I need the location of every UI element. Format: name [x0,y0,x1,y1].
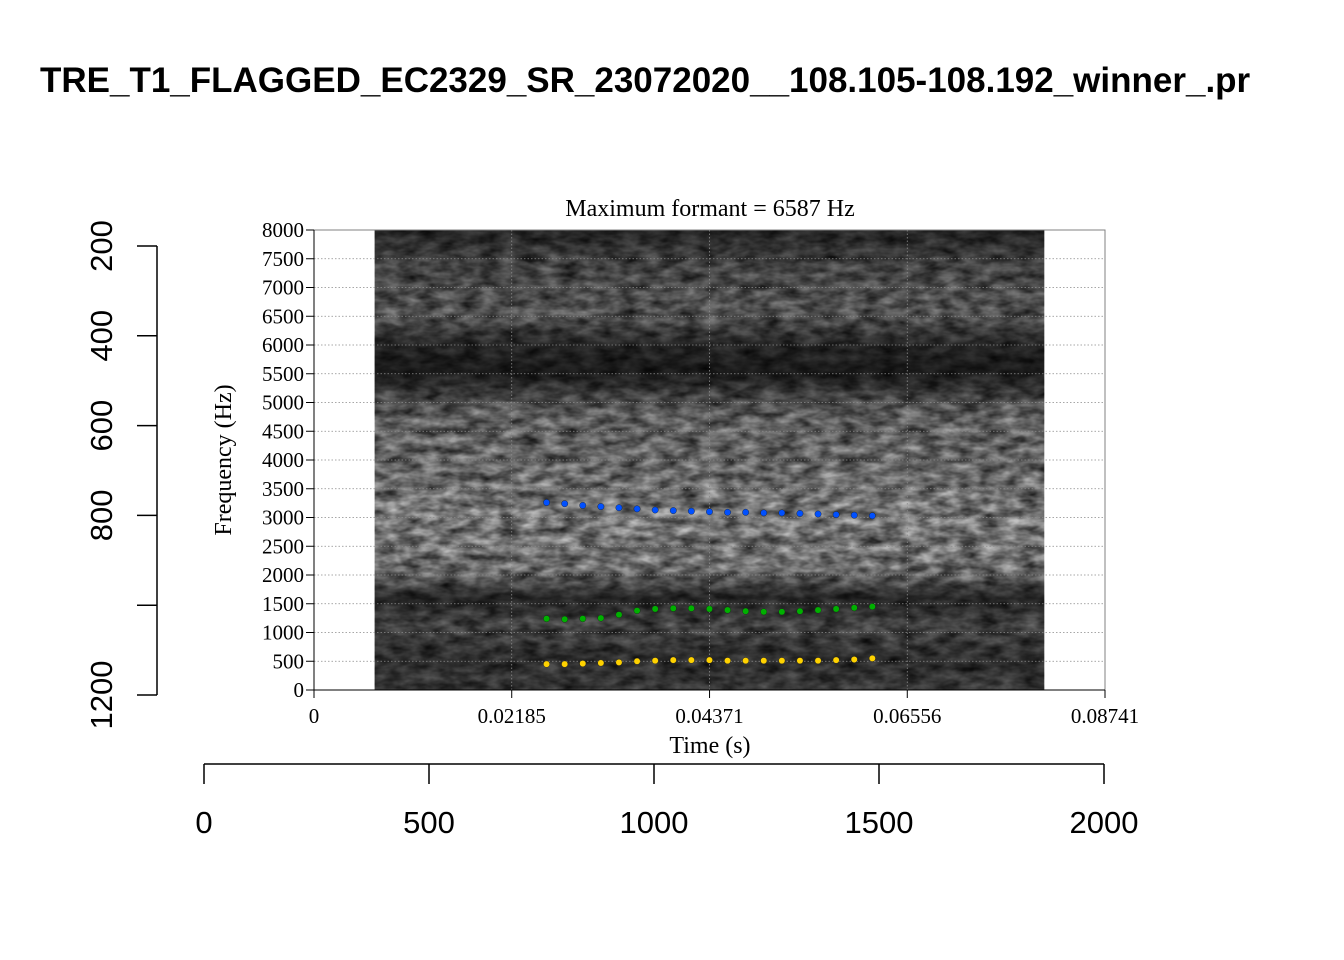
y-tick-label: 0 [294,678,305,702]
y-tick-label: 7500 [262,247,304,271]
y-tick-label: 5500 [262,362,304,386]
formant-1-point [814,510,822,518]
formant-2-point [868,603,876,611]
y-tick-label: 6500 [262,304,304,328]
y-tick-label: 1000 [262,621,304,645]
formant-2-point [706,605,713,613]
formant-2-point [832,605,840,613]
y-tick-label: 2500 [262,534,304,558]
formant-3-point [651,657,659,665]
formant-3-point [778,657,786,665]
formant-3-point [669,656,677,664]
x-axis-label: Time (s) [669,733,750,759]
x-tick-label: 0 [309,704,320,728]
outer-x-tick-label: 0 [195,805,212,840]
outer-y-tick-label: 200 [84,220,119,272]
formant-1-point [687,507,695,515]
formant-1-point [796,510,804,517]
formant-3-point [850,656,858,663]
formant-1-point [778,509,786,517]
formant-3-point [633,657,641,665]
formant-1-point [651,506,659,514]
y-tick-label: 4500 [262,419,304,443]
formant-3-point [543,660,550,668]
formant-2-point [651,605,659,613]
x-axis: 0 0.02185 0.04371 0.06556 0.08741 [309,689,1139,728]
formant-1-point [760,509,768,517]
y-axis-label: Frequency (Hz) [211,384,237,535]
formant-2-point [633,607,641,615]
x-tick-label: 0.06556 [873,704,941,728]
y-tick-label: 4000 [262,448,304,472]
formant-1-point [669,507,677,514]
outer-x-tick-label: 500 [403,805,455,840]
outer-x-axis: 0 500 1000 1500 2000 [195,763,1139,840]
formant-2-point [615,611,623,619]
x-tick-label: 0.08741 [1071,704,1139,728]
formant-2-point [687,604,695,612]
formant-2-point [814,606,822,614]
formant-1-point [543,499,550,506]
y-axis: 0 500 1000 1500 2000 2500 3000 3500 4000 4500 5000… [262,218,315,702]
formant-points [543,499,876,668]
y-tick-label: 8000 [262,218,304,242]
y-tick-label: 1500 [262,592,304,616]
y-tick-label: 3000 [262,506,304,530]
formant-1-point [561,500,569,508]
y-tick-label: 7000 [262,276,304,300]
outer-y-tick-label: 400 [84,310,119,362]
outer-y-tick-label: 800 [84,490,119,542]
formant-2-point [579,615,587,623]
outer-x-tick-label: 2000 [1070,805,1139,840]
formant-1-point [615,504,623,512]
figure-title: TRE_T1_FLAGGED_EC2329_SR_23072020__108.1… [40,61,1251,100]
y-tick-label: 6000 [262,333,304,357]
formant-2-point [742,607,750,615]
formant-3-point [561,660,569,668]
formant-3-point [579,660,587,667]
formant-2-point [669,604,677,612]
formant-1-point [579,502,587,509]
formant-3-point [615,659,623,666]
formant-2-point [597,614,605,622]
formant-3-point [597,659,605,667]
outer-x-tick-label: 1000 [620,805,689,840]
y-tick-label: 2000 [262,563,304,587]
formant-3-point [706,656,713,664]
outer-y-axis: 200 400 600 800 1200 [84,220,158,730]
formant-2-point [760,608,768,616]
formant-1-point [597,503,605,510]
formant-2-point [543,615,550,623]
formant-3-point [724,657,731,665]
formant-1-point [742,508,750,516]
formant-1-point [706,508,713,516]
formant-1-point [724,508,731,516]
formant-3-point [868,654,876,662]
formant-3-point [742,657,750,665]
outer-y-tick-label: 600 [84,400,119,452]
formant-3-point [687,656,695,664]
formant-1-point [868,512,876,520]
formant-1-point [633,505,641,513]
y-tick-label: 500 [273,649,305,673]
y-tick-label: 3500 [262,477,304,501]
formant-3-point [814,657,822,665]
outer-x-tick-label: 1500 [845,805,914,840]
formant-3-point [832,656,840,664]
x-tick-label: 0.04371 [675,704,743,728]
formant-2-point [724,606,731,614]
formant-1-point [850,511,858,519]
y-tick-label: 5000 [262,391,304,415]
formant-2-point [561,615,569,623]
x-tick-label: 0.02185 [478,704,546,728]
chart-title: Maximum formant = 6587 Hz [565,196,855,222]
formant-2-point [778,608,786,616]
formant-1-point [832,511,840,519]
formant-2-point [796,607,804,615]
formant-3-point [760,657,768,665]
formant-3-point [796,657,804,665]
outer-y-tick-label: 1200 [84,661,119,730]
formant-2-point [850,604,858,612]
